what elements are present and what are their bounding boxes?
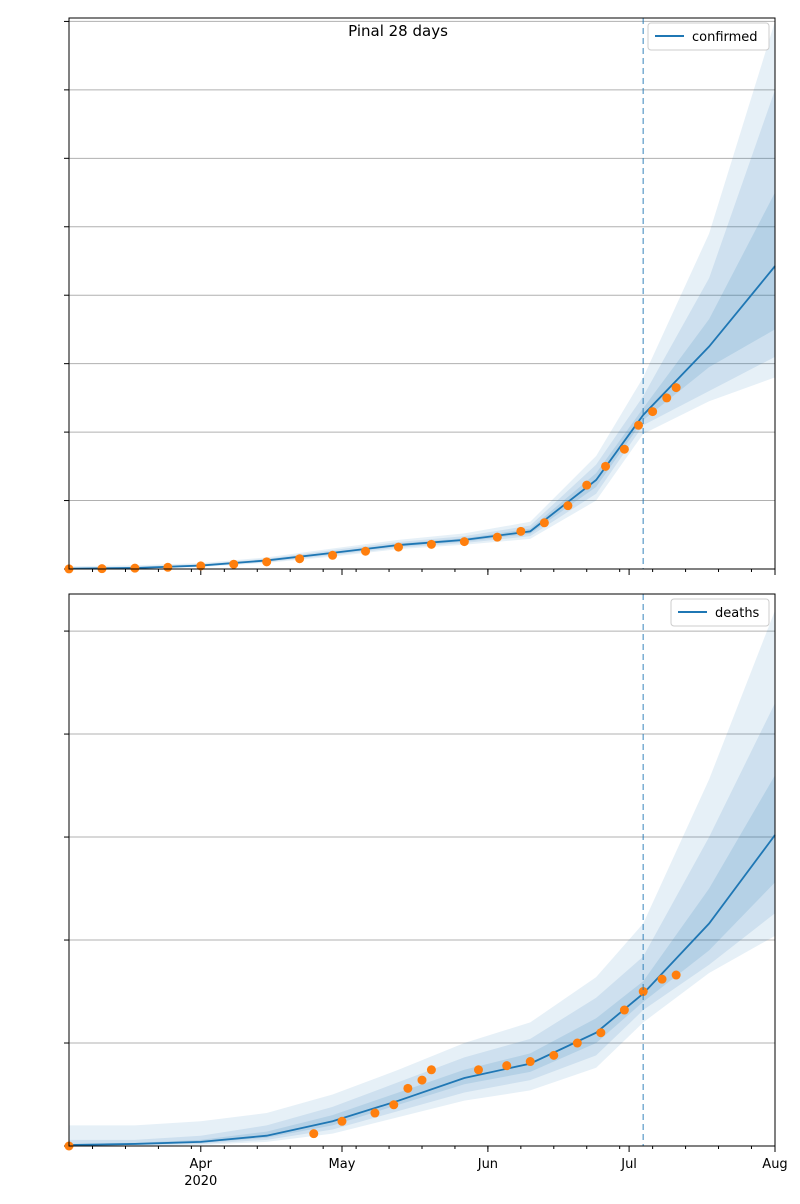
legend-label-deaths: deaths [715, 606, 760, 621]
observed-point [196, 561, 206, 571]
x-tick-label: Aug [762, 1157, 787, 1172]
series-line-deaths [68, 834, 776, 1146]
observed-point [657, 974, 667, 984]
observed-point [328, 550, 338, 560]
observed-point [426, 539, 436, 549]
observed-point [549, 1050, 559, 1060]
observed-point [563, 501, 573, 511]
x-tick-label-line: May [329, 1157, 356, 1172]
observed-point [671, 383, 681, 393]
legend-box [647, 22, 770, 51]
observed-point [262, 557, 272, 567]
observed-point [473, 1065, 483, 1075]
x-tick-label-line: Aug [762, 1157, 787, 1172]
panel-deaths: Apr 2020 May Jun Jul Aug deaths [64, 593, 788, 1189]
observed-point [361, 546, 371, 556]
observed-point [516, 526, 526, 536]
observed-point [393, 542, 403, 552]
observed-point [502, 1061, 512, 1071]
observed-point [638, 987, 648, 997]
axes-frame [68, 593, 776, 1147]
observed-point [370, 1108, 380, 1118]
x-tick-label: Apr 2020 [184, 1157, 217, 1189]
observed-point [417, 1075, 427, 1085]
observed-point [130, 563, 140, 573]
observed-point [634, 420, 644, 430]
x-tick-label-line: Jul [620, 1157, 637, 1172]
panel-confirmed: Pinal 28 days confirmed [64, 17, 776, 575]
axes-frame [68, 17, 776, 570]
observed-point [572, 1038, 582, 1048]
observed-point [309, 1129, 319, 1139]
observed-point [582, 480, 592, 490]
chart-title: Pinal 28 days [348, 22, 448, 40]
observed-point [601, 461, 611, 471]
observed-point [619, 1005, 629, 1015]
x-tick-label-line: Jun [477, 1157, 498, 1172]
uncertainty-band [69, 610, 775, 1146]
observed-point [525, 1057, 535, 1067]
x-tick-label-line: 2020 [184, 1174, 217, 1189]
uncertainty-band [69, 192, 775, 569]
observed-point [619, 444, 629, 454]
x-tick-label: Jun [477, 1157, 498, 1172]
legend-box [670, 598, 770, 627]
x-tick-label-line: Apr [190, 1157, 213, 1172]
legend-deaths: deaths [670, 598, 770, 627]
observed-point [403, 1083, 413, 1093]
observed-point [163, 562, 173, 572]
observed-point [492, 532, 502, 542]
x-tick-label: May [329, 1157, 356, 1172]
observed-point [662, 393, 672, 403]
uncertainty-band [69, 775, 775, 1146]
x-tick-label: Jul [620, 1157, 637, 1172]
legend-confirmed: confirmed [647, 22, 770, 51]
observed-point [671, 970, 681, 980]
observed-point [596, 1028, 606, 1038]
observed-point [337, 1116, 347, 1126]
observed-point [295, 554, 305, 564]
observed-point [459, 537, 469, 547]
observed-point [426, 1065, 436, 1075]
legend-label-confirmed: confirmed [692, 30, 758, 45]
observed-point [389, 1100, 399, 1110]
observed-point [229, 559, 239, 569]
observed-point [539, 518, 549, 528]
observed-point [648, 407, 658, 417]
